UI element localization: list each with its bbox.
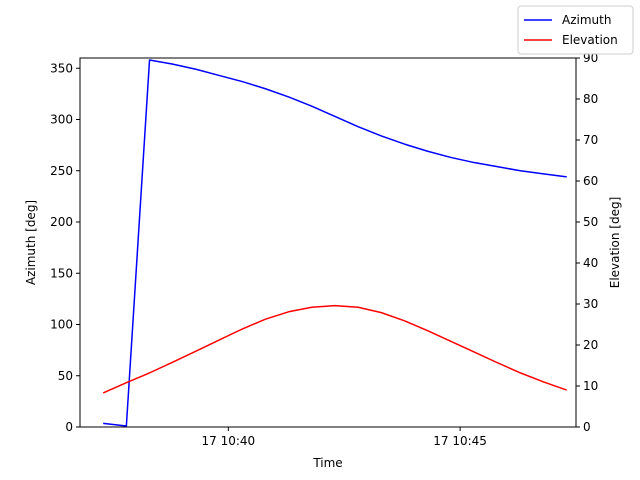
- x-axis: 17 10:40 17 10:45: [202, 427, 487, 448]
- legend: Azimuth Elevation: [517, 5, 634, 55]
- right-tick-label: 50: [583, 215, 598, 229]
- right-tick-label: 30: [583, 297, 598, 311]
- left-tick-label: 250: [50, 164, 73, 178]
- left-axis-label: Azimuth [deg]: [24, 200, 38, 285]
- x-axis-label: Time: [312, 456, 342, 470]
- left-tick-label: 100: [50, 318, 73, 332]
- right-tick-label: 80: [583, 92, 598, 106]
- right-tick-label: 70: [583, 133, 598, 147]
- series-line-elevation: [102, 304, 567, 394]
- left-tick-label: 50: [58, 369, 73, 383]
- left-tick-label: 300: [50, 113, 73, 127]
- right-tick-label: 60: [583, 174, 598, 188]
- right-tick-label: 10: [583, 379, 598, 393]
- legend-label-azimuth: Azimuth: [562, 13, 611, 27]
- left-tick-label: 0: [65, 420, 73, 434]
- right-tick-label: 40: [583, 256, 598, 270]
- right-axis-label: Elevation [deg]: [608, 197, 622, 289]
- series-line-azimuth: [103, 59, 567, 427]
- legend-box: [517, 5, 634, 55]
- left-axis: 0 50 100 150 200 250 300 350: [50, 61, 80, 434]
- plot-frame: [79, 57, 577, 428]
- x-tick-label: 17 10:40: [202, 434, 256, 448]
- left-tick-label: 200: [50, 215, 73, 229]
- right-tick-label: 20: [583, 338, 598, 352]
- plot-lines: [102, 59, 567, 427]
- right-tick-label: 0: [583, 420, 591, 434]
- x-tick-label: 17 10:45: [433, 434, 487, 448]
- left-tick-label: 350: [50, 61, 73, 75]
- legend-label-elevation: Elevation: [562, 33, 618, 47]
- left-tick-label: 150: [50, 266, 73, 280]
